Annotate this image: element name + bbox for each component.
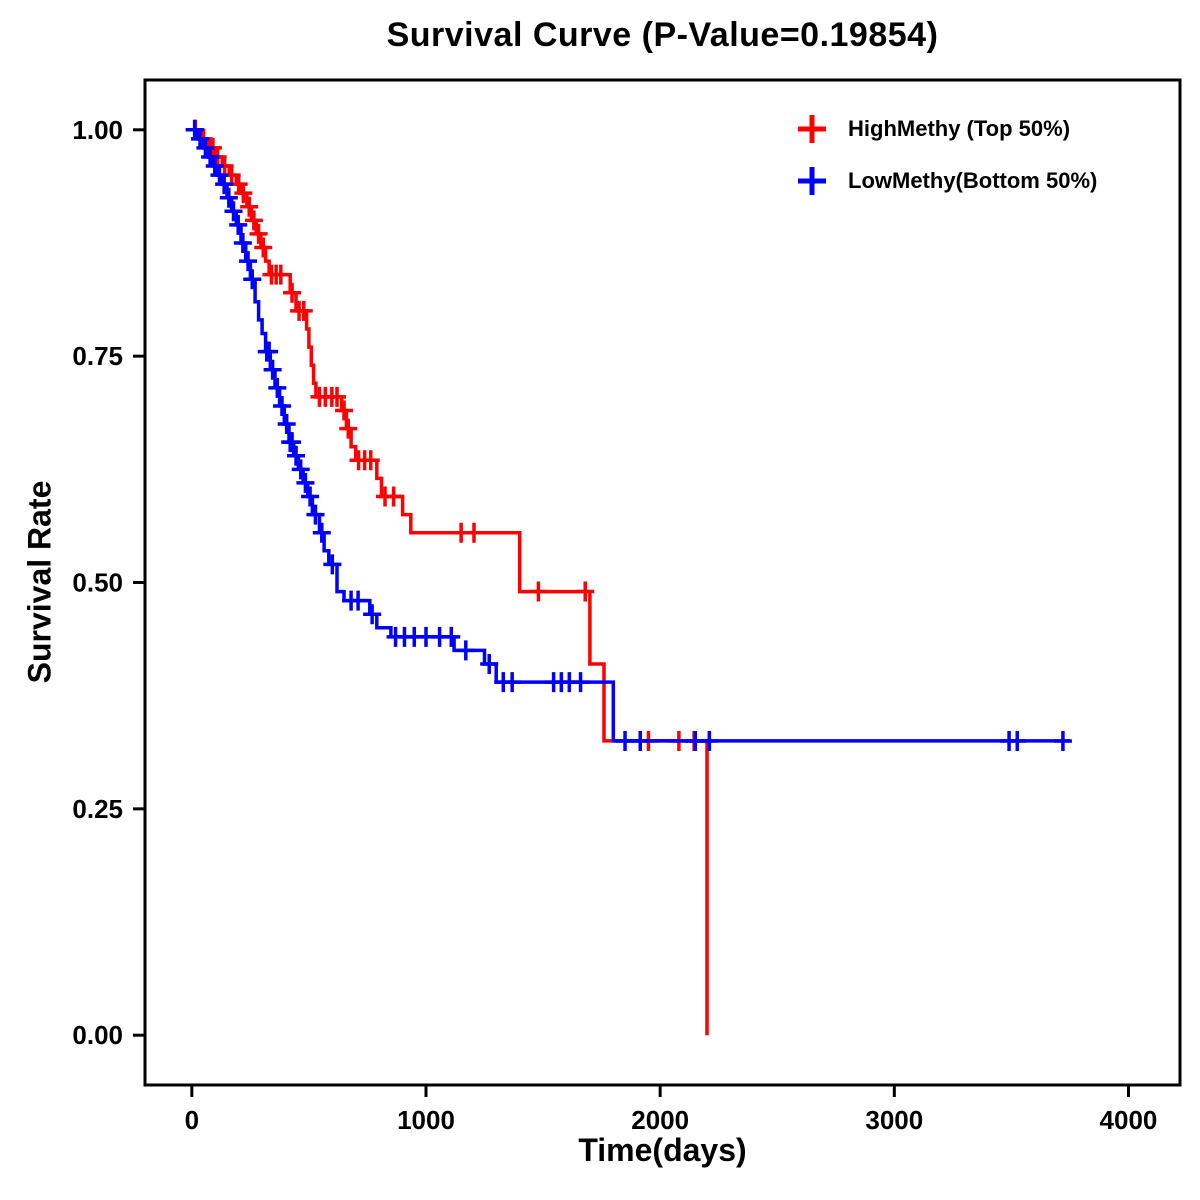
censor-mark	[249, 223, 268, 244]
survival-curve-highmethy	[191, 128, 709, 1036]
censor-mark	[328, 386, 347, 407]
plus-marker-icon	[798, 115, 826, 143]
x-tick-label: 4000	[1100, 1105, 1158, 1135]
legend-label-highmethy: HighMethy (Top 50%)	[848, 116, 1071, 141]
censor-mark	[283, 282, 302, 303]
censor-mark	[306, 504, 325, 525]
censor-mark	[239, 251, 258, 272]
censor-mark	[700, 730, 719, 751]
censor-mark	[361, 450, 380, 471]
censor-mark	[291, 459, 310, 480]
chart-title: Survival Curve (P-Value=0.19854)	[386, 16, 939, 54]
survival-curve-lowmethy	[191, 128, 1070, 743]
censor-mark	[263, 359, 282, 380]
censor-mark	[503, 672, 522, 693]
censor-mark	[244, 210, 263, 231]
legend-label-lowmethy: LowMethy(Bottom 50%)	[848, 168, 1098, 193]
censor-mark	[464, 522, 483, 543]
y-tick-label: 0.25	[72, 794, 123, 824]
censor-mark	[254, 237, 273, 258]
censor-mark	[363, 604, 382, 625]
censor-mark	[616, 730, 635, 751]
censor-mark	[312, 522, 331, 543]
x-tick-label: 0	[185, 1105, 199, 1135]
plot-border	[143, 78, 1182, 1087]
censor-mark	[229, 214, 248, 235]
x-tick-label: 1000	[397, 1105, 455, 1135]
censor-mark	[456, 640, 475, 661]
censor-mark	[215, 174, 234, 195]
censor-mark	[529, 581, 548, 602]
censor-mark	[219, 187, 238, 208]
y-tick-label: 0.50	[72, 568, 123, 598]
censor-mark	[277, 414, 296, 435]
legend: HighMethy (Top 50%) LowMethy(Bottom 50%)	[790, 106, 1097, 204]
censor-mark	[576, 581, 595, 602]
y-tick-label: 1.00	[72, 115, 123, 145]
censor-mark	[233, 232, 252, 253]
x-axis-label: Time(days)	[578, 1132, 747, 1168]
legend-item-highmethy: HighMethy (Top 50%)	[790, 106, 1097, 152]
plus-marker-icon	[798, 167, 826, 195]
censor-mark	[272, 395, 291, 416]
legend-item-lowmethy: LowMethy(Bottom 50%)	[790, 158, 1097, 204]
y-tick-label: 0.00	[72, 1020, 123, 1050]
censor-mark	[1008, 730, 1027, 751]
y-tick-label: 0.75	[72, 341, 123, 371]
censor-mark	[296, 472, 315, 493]
censor-mark	[335, 400, 354, 421]
censor-mark	[287, 445, 306, 466]
censor-mark	[349, 590, 368, 611]
censor-mark	[1053, 730, 1072, 751]
censor-mark	[301, 486, 320, 507]
censor-mark	[260, 341, 279, 362]
censor-mark	[294, 300, 313, 321]
censor-mark	[243, 269, 262, 290]
censor-mark	[268, 377, 287, 398]
censor-mark	[480, 653, 499, 674]
censor-mark	[571, 672, 590, 693]
censor-mark	[323, 554, 342, 575]
censor-mark	[631, 730, 650, 751]
censor-mark	[283, 432, 302, 453]
censor-mark	[339, 418, 358, 439]
censor-mark	[240, 196, 259, 217]
censor-mark	[234, 183, 253, 204]
censor-mark	[224, 201, 243, 222]
censor-mark	[384, 486, 403, 507]
x-tick-label: 2000	[631, 1105, 689, 1135]
censor-mark	[271, 264, 290, 285]
x-tick-label: 3000	[865, 1105, 923, 1135]
censor-mark	[442, 626, 461, 647]
